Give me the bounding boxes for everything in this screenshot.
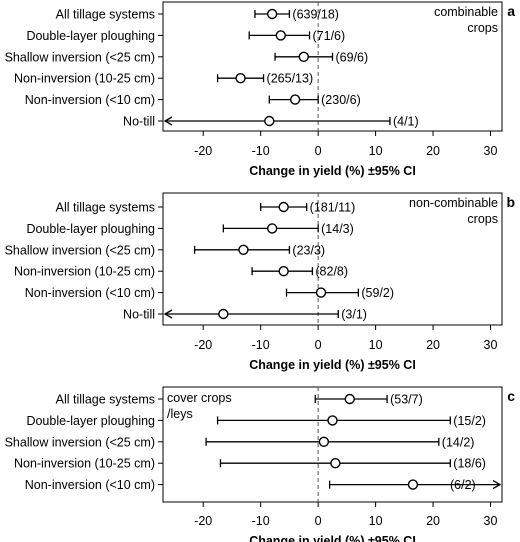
- panel-annotation: cover crops: [167, 391, 232, 405]
- point-estimate: [344, 393, 355, 405]
- sample-size-label: (14/2): [442, 435, 475, 449]
- panel-annotation: combinable: [434, 5, 498, 19]
- sample-size-label: (265/13): [267, 72, 314, 86]
- x-tick-label: 30: [484, 144, 498, 158]
- point-estimate: [330, 458, 341, 469]
- category-label: All tillage systems: [56, 393, 155, 407]
- category-label: Shallow inversion (<25 cm): [5, 50, 155, 64]
- point-estimate: [264, 115, 275, 127]
- point-estimate: [278, 266, 289, 277]
- sample-size-label: (69/6): [336, 50, 369, 64]
- point-estimate: [315, 287, 327, 298]
- category-label: Non-inversion (<10 cm): [25, 478, 155, 492]
- category-label: No-till: [123, 115, 155, 129]
- point-estimate: [327, 415, 338, 426]
- category-label: Shallow inversion (<25 cm): [5, 243, 155, 257]
- x-tick-label: -20: [194, 338, 212, 352]
- panel-letter: c: [507, 388, 515, 404]
- x-tick-label: -10: [252, 514, 270, 528]
- ci-arrow-lower: [163, 309, 173, 319]
- x-tick-label: 30: [484, 338, 498, 352]
- sample-size-label: (14/3): [321, 222, 354, 236]
- sample-size-label: (639/18): [292, 8, 339, 22]
- sample-size-label: (15/2): [453, 414, 486, 428]
- category-label: Non-inversion (10-25 cm): [14, 265, 155, 279]
- x-tick-label: 0: [315, 144, 322, 158]
- category-label: Non-inversion (10-25 cm): [14, 457, 155, 471]
- category-label: All tillage systems: [56, 201, 155, 215]
- panel-annotation: crops: [467, 21, 498, 35]
- point-estimate: [289, 94, 301, 105]
- category-label: Non-inversion (<10 cm): [25, 93, 155, 107]
- x-tick-label: 0: [315, 514, 322, 528]
- point-estimate: [235, 72, 246, 84]
- panel-letter: a: [507, 3, 515, 19]
- category-label: Non-inversion (10-25 cm): [14, 72, 155, 86]
- sample-size-label: (6/2): [450, 478, 476, 492]
- plot-frame: [162, 386, 503, 503]
- category-label: Double-layer ploughing: [26, 29, 155, 43]
- x-axis-title: Change in yield (%) ±95% CI: [249, 534, 416, 542]
- category-label: No-till: [123, 308, 155, 322]
- point-estimate: [275, 30, 286, 41]
- x-axis-title: Change in yield (%) ±95% CI: [249, 358, 416, 372]
- x-tick-label: 30: [484, 514, 498, 528]
- category-label: Double-layer ploughing: [26, 222, 155, 236]
- plot-frame: [162, 1, 503, 132]
- x-tick-label: 10: [369, 338, 383, 352]
- x-tick-label: 10: [369, 144, 383, 158]
- x-tick-label: -10: [252, 144, 270, 158]
- x-tick-label: 20: [426, 338, 440, 352]
- panel-annotation: crops: [467, 212, 498, 226]
- x-tick-label: -20: [194, 514, 212, 528]
- plot-frame: [162, 192, 503, 326]
- category-label: All tillage systems: [56, 8, 155, 22]
- point-estimate: [407, 479, 419, 490]
- category-label: Non-inversion (<10 cm): [25, 286, 155, 300]
- panel-b: -20 -10 0 10 20 30 Change in yield (%) ±95% CI…: [5, 192, 515, 372]
- point-estimate: [266, 8, 278, 20]
- sample-size-label: (181/11): [310, 201, 356, 215]
- panel-letter: b: [506, 194, 515, 210]
- sample-size-label: (4/1): [393, 115, 419, 129]
- point-estimate: [318, 436, 330, 447]
- x-tick-label: -20: [194, 144, 212, 158]
- panel-annotation: non-combinable: [409, 196, 498, 210]
- sample-size-label: (82/8): [315, 265, 348, 279]
- sample-size-label: (3/1): [341, 308, 367, 322]
- panel-a: -20 -10 0 10 20 30 Change in yield (%) ±95% CI…: [5, 1, 515, 178]
- x-axis-title: Change in yield (%) ±95% CI: [249, 164, 416, 178]
- ci-arrow-upper: [492, 480, 502, 490]
- sample-size-label: (53/7): [390, 393, 423, 407]
- category-label: Shallow inversion (<25 cm): [5, 435, 155, 449]
- panel-c: -20 -10 0 10 20 30 Change in yield (%) ±95% CI…: [5, 386, 515, 542]
- category-label: Double-layer ploughing: [26, 414, 155, 428]
- sample-size-label: (23/3): [292, 243, 325, 257]
- panel-annotation: /leys: [167, 407, 193, 421]
- sample-size-label: (59/2): [361, 286, 394, 300]
- x-tick-label: 20: [426, 144, 440, 158]
- x-tick-label: 20: [426, 514, 440, 528]
- x-tick-label: 10: [369, 514, 383, 528]
- point-estimate: [238, 244, 249, 256]
- point-estimate: [278, 201, 289, 213]
- point-estimate: [266, 223, 278, 234]
- sample-size-label: (230/6): [321, 93, 361, 107]
- sample-size-label: (18/6): [453, 457, 486, 471]
- x-tick-label: 0: [315, 338, 322, 352]
- point-estimate: [218, 308, 229, 320]
- x-tick-label: -10: [252, 338, 270, 352]
- ci-arrow-lower: [163, 116, 173, 126]
- sample-size-label: (71/6): [313, 29, 346, 43]
- point-estimate: [298, 51, 309, 62]
